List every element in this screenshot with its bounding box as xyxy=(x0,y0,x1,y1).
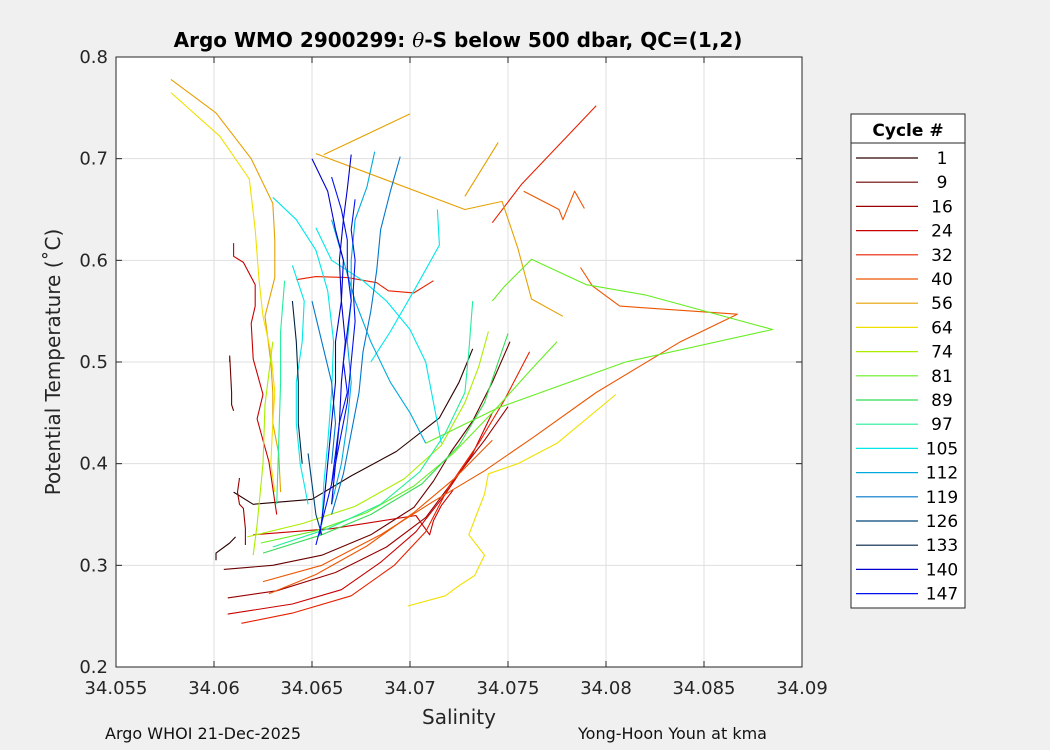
series-line-cycle-16 xyxy=(236,477,246,545)
y-tick-label: 0.6 xyxy=(79,250,108,271)
series-line-cycle-105 xyxy=(291,265,309,505)
series-line-cycle-74 xyxy=(247,331,489,538)
y-tick-label: 0.7 xyxy=(79,149,108,170)
series-line-cycle-24 xyxy=(253,489,454,536)
series-line-cycle-97 xyxy=(272,300,474,548)
legend-label-64: 64 xyxy=(931,318,953,338)
series-line-cycle-40 xyxy=(262,267,738,583)
y-tick-label: 0.4 xyxy=(79,454,108,475)
x-tick-label: 34.085 xyxy=(673,678,736,699)
series-line-cycle-56 xyxy=(464,142,499,197)
legend-box xyxy=(850,113,966,609)
series-line-cycle-140 xyxy=(311,158,344,535)
series-line-cycle-32 xyxy=(491,105,597,224)
x-tick-label: 34.08 xyxy=(580,678,632,699)
series-line-cycle-133 xyxy=(291,300,303,464)
legend-label-9: 9 xyxy=(937,173,948,193)
series-line-cycle-24 xyxy=(227,412,493,615)
series-line-cycle-89 xyxy=(262,333,509,554)
legend-label-140: 140 xyxy=(926,560,958,580)
x-tick-label: 34.07 xyxy=(384,678,436,699)
series-line-cycle-112 xyxy=(331,151,376,505)
chart-title-suffix: -S below 500 dbar, QC=(1,2) xyxy=(424,28,742,52)
series-line-cycle-105 xyxy=(370,209,440,363)
legend-label-24: 24 xyxy=(931,222,953,242)
legend-title: Cycle # xyxy=(872,121,943,141)
series-line-cycle-9 xyxy=(223,341,511,570)
series-line-cycle-105 xyxy=(272,196,335,525)
legend: Cycle # 1 9 16 24 32 40 56 64 74 81 89 97 105 112 119 1… xyxy=(850,113,966,609)
series-layer xyxy=(170,78,774,624)
series-line-cycle-126 xyxy=(307,453,323,535)
legend-label-32: 32 xyxy=(931,246,953,266)
y-axis-label: Potential Temperature (˚C) xyxy=(41,229,65,496)
series-line-cycle-56 xyxy=(323,113,411,156)
series-line-cycle-40 xyxy=(523,190,585,221)
series-line-cycle-64 xyxy=(170,92,276,493)
series-line-cycle-140 xyxy=(331,154,352,505)
chart-title-prefix: Argo WMO 2900299: xyxy=(174,28,413,52)
series-line-cycle-32 xyxy=(296,276,434,294)
series-line-cycle-40 xyxy=(268,439,493,595)
legend-label-81: 81 xyxy=(931,367,953,387)
series-line-cycle-56 xyxy=(170,78,282,493)
series-line-cycle-16 xyxy=(227,406,509,599)
y-tick-label: 0.2 xyxy=(79,657,108,678)
y-tick-label: 0.5 xyxy=(79,352,108,373)
series-line-cycle-9 xyxy=(229,355,235,411)
x-tick-label: 34.065 xyxy=(281,678,344,699)
series-line-cycle-97 xyxy=(276,280,286,505)
x-tick-label: 34.09 xyxy=(776,678,828,699)
legend-label-1: 1 xyxy=(937,149,948,169)
legend-label-74: 74 xyxy=(931,343,953,363)
x-tick-label: 34.075 xyxy=(477,678,540,699)
y-tick-label: 0.8 xyxy=(79,47,108,68)
axis-ticks: 34.055 34.06 34.065 34.07 34.075 34.08 34.085 3… xyxy=(79,47,827,699)
series-line-cycle-56 xyxy=(315,153,564,317)
legend-label-89: 89 xyxy=(931,391,953,411)
series-line-cycle-81 xyxy=(425,258,774,444)
chart-title-theta: θ xyxy=(412,28,424,52)
footer-source: Argo WHOI 21-Dec-2025 xyxy=(105,724,302,743)
legend-label-97: 97 xyxy=(931,415,953,435)
series-line-cycle-119 xyxy=(311,300,337,464)
series-line-cycle-64 xyxy=(407,394,617,607)
legend-label-147: 147 xyxy=(926,585,958,605)
legend-label-56: 56 xyxy=(931,294,953,314)
footer-author: Yong-Hoon Youn at kma xyxy=(578,724,767,743)
legend-label-40: 40 xyxy=(931,270,953,290)
series-line-cycle-105 xyxy=(315,227,442,444)
legend-label-126: 126 xyxy=(926,512,958,532)
series-line-cycle-74 xyxy=(252,341,274,556)
series-line-cycle-147 xyxy=(331,199,356,485)
series-line-cycle-24 xyxy=(233,243,278,515)
legend-label-133: 133 xyxy=(926,536,958,556)
series-line-cycle-81 xyxy=(260,341,558,544)
legend-label-105: 105 xyxy=(926,439,958,459)
chart-title: Argo WMO 2900299: θ-S below 500 dbar, QC… xyxy=(174,28,743,52)
legend-label-112: 112 xyxy=(926,464,958,484)
legend-label-16: 16 xyxy=(931,197,953,217)
legend-label-119: 119 xyxy=(926,488,958,508)
series-line-cycle-32 xyxy=(241,351,531,624)
x-tick-label: 34.06 xyxy=(188,678,240,699)
series-line-cycle-1 xyxy=(215,536,236,561)
x-axis-label: Salinity xyxy=(422,705,496,729)
x-tick-label: 34.055 xyxy=(85,678,148,699)
series-line-cycle-119 xyxy=(331,156,401,515)
series-line-cycle-1 xyxy=(233,348,474,505)
y-tick-label: 0.3 xyxy=(79,555,108,576)
